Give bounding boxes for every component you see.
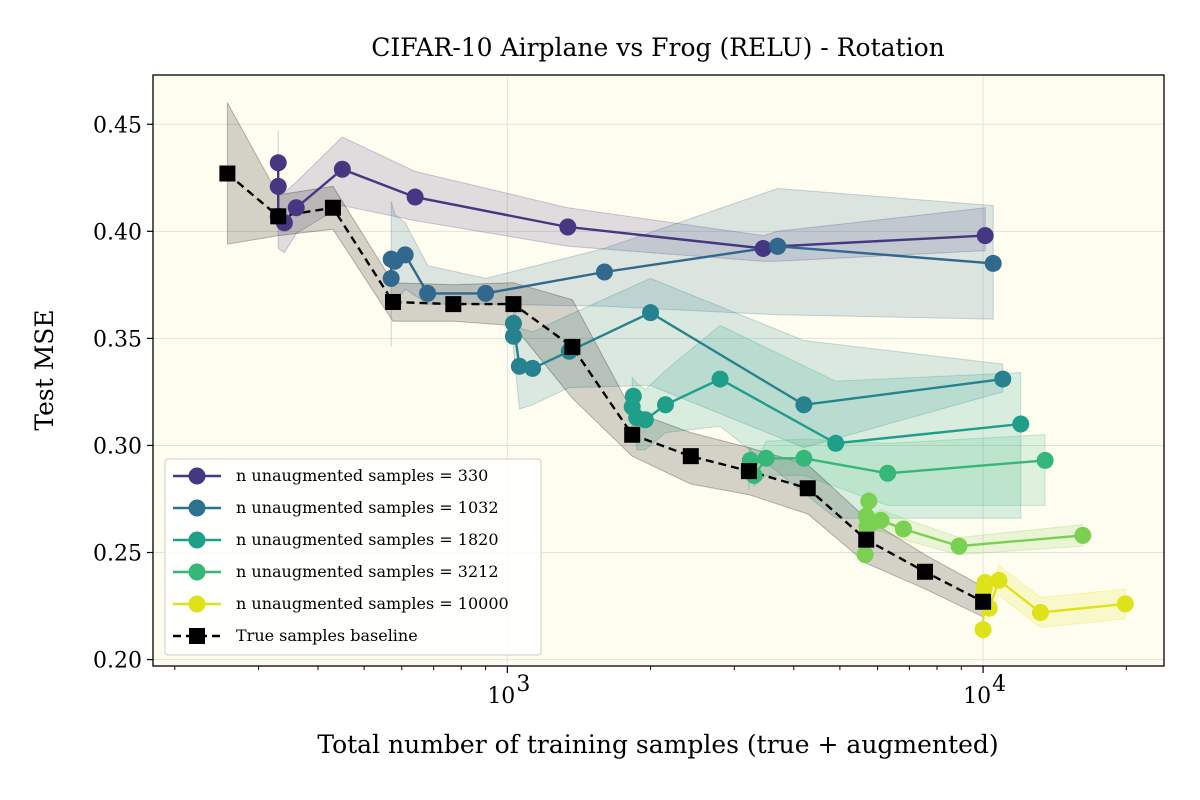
legend-marker [188,595,206,613]
data-point [872,511,890,529]
data-point [559,218,577,236]
data-point [382,269,400,287]
data-point [504,314,522,332]
data-point [827,434,845,452]
data-point [711,370,729,388]
data-point [858,531,875,548]
data-point [624,387,642,405]
y-tick-label: 0.40 [93,220,142,245]
data-point [406,188,424,206]
x-tick-label: 10 [963,684,991,709]
data-point [860,492,878,510]
data-point [419,284,437,302]
data-point [642,304,660,322]
legend-label: True samples baseline [236,626,418,645]
y-axis-title: Test MSE [30,309,59,430]
data-point [757,449,775,467]
data-point [994,370,1012,388]
data-point [333,160,351,178]
data-point [396,246,414,264]
series-line [226,172,984,603]
legend-marker [189,628,205,644]
data-point [1031,603,1049,621]
data-point [984,254,1002,272]
y-tick-label: 0.30 [93,434,142,459]
data-point [324,199,341,216]
x-tick-exponent: 3 [516,672,530,697]
data-point [1116,595,1134,613]
y-tick-label: 0.45 [93,113,142,138]
data-point [879,464,897,482]
y-tick-label: 0.20 [93,649,142,674]
data-point [524,359,542,377]
data-point [219,165,236,182]
data-point [799,480,816,497]
legend-label: n unaugmented samples = 330 [236,466,488,485]
legend-label: n unaugmented samples = 10000 [236,594,509,613]
data-point [624,426,641,443]
data-point [384,293,401,310]
data-point [682,448,699,465]
data-point [795,449,813,467]
data-point [976,573,994,591]
data-point [477,284,495,302]
data-point [974,621,992,639]
data-point [950,537,968,555]
data-point [564,338,581,355]
legend: n unaugmented samples = 330 n unaugmented… [164,458,542,656]
data-point [990,571,1008,589]
y-tick-label: 0.25 [93,542,142,567]
legend-label: n unaugmented samples = 3212 [236,562,499,581]
data-point [1012,415,1030,433]
data-point [445,296,462,313]
data-point [595,263,613,281]
y-tick-label: 0.35 [93,327,142,352]
data-point [269,177,287,195]
chart-title: CIFAR-10 Airplane vs Frog (RELU) - Rotat… [371,33,944,62]
data-point [270,208,287,225]
data-point [754,239,772,257]
data-point [1036,451,1054,469]
data-point [856,546,874,564]
data-point [740,463,757,480]
data-point [917,563,934,580]
x-tick-label: 10 [487,684,515,709]
data-point [287,199,305,217]
data-point [510,357,528,375]
data-point [795,396,813,414]
data-point [636,411,654,429]
data-point [504,327,522,345]
error-band [277,130,986,262]
data-point [1074,526,1092,544]
legend-label: n unaugmented samples = 1032 [236,498,499,517]
x-tick-exponent: 4 [992,672,1006,697]
data-point [769,237,787,255]
data-point [269,154,287,172]
legend-label: n unaugmented samples = 1820 [236,530,499,549]
data-point [505,296,522,313]
legend-box [164,458,542,656]
data-point [976,227,994,245]
data-point [656,396,674,414]
data-point [975,593,992,610]
legend-marker [188,531,206,549]
legend-marker [188,563,206,581]
legend-marker [188,467,206,485]
data-point [894,520,912,538]
series-markers [219,154,1134,639]
legend-marker [188,499,206,517]
plot-frame [152,74,1165,667]
x-axis-title: Total number of training samples (true +… [317,730,998,759]
